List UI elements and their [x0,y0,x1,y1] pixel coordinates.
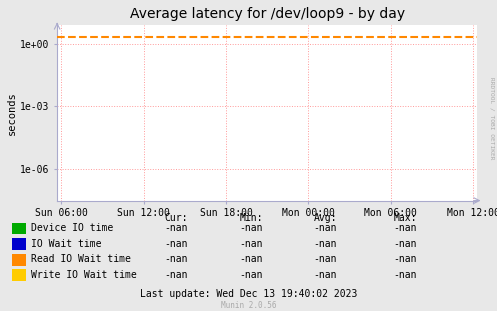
Text: Write IO Wait time: Write IO Wait time [31,270,137,280]
Text: Last update: Wed Dec 13 19:40:02 2023: Last update: Wed Dec 13 19:40:02 2023 [140,289,357,299]
Y-axis label: seconds: seconds [7,91,17,135]
Text: -nan: -nan [165,254,188,264]
Text: Munin 2.0.56: Munin 2.0.56 [221,301,276,310]
Text: -nan: -nan [239,223,263,233]
Text: RRDTOOL / TOBI OETIKER: RRDTOOL / TOBI OETIKER [490,77,495,160]
Text: -nan: -nan [314,239,337,248]
Text: -nan: -nan [165,270,188,280]
Text: IO Wait time: IO Wait time [31,239,101,248]
Text: Max:: Max: [393,213,417,223]
Text: -nan: -nan [239,254,263,264]
Text: -nan: -nan [314,270,337,280]
Text: -nan: -nan [393,239,417,248]
Text: -nan: -nan [314,254,337,264]
Text: Cur:: Cur: [165,213,188,223]
Text: Device IO time: Device IO time [31,223,113,233]
Text: Min:: Min: [239,213,263,223]
Text: -nan: -nan [239,239,263,248]
Text: Read IO Wait time: Read IO Wait time [31,254,131,264]
Text: -nan: -nan [314,223,337,233]
Text: -nan: -nan [393,270,417,280]
Text: -nan: -nan [239,270,263,280]
Text: -nan: -nan [165,239,188,248]
Text: -nan: -nan [393,254,417,264]
Text: -nan: -nan [393,223,417,233]
Text: -nan: -nan [165,223,188,233]
Text: Avg:: Avg: [314,213,337,223]
Title: Average latency for /dev/loop9 - by day: Average latency for /dev/loop9 - by day [130,7,405,21]
